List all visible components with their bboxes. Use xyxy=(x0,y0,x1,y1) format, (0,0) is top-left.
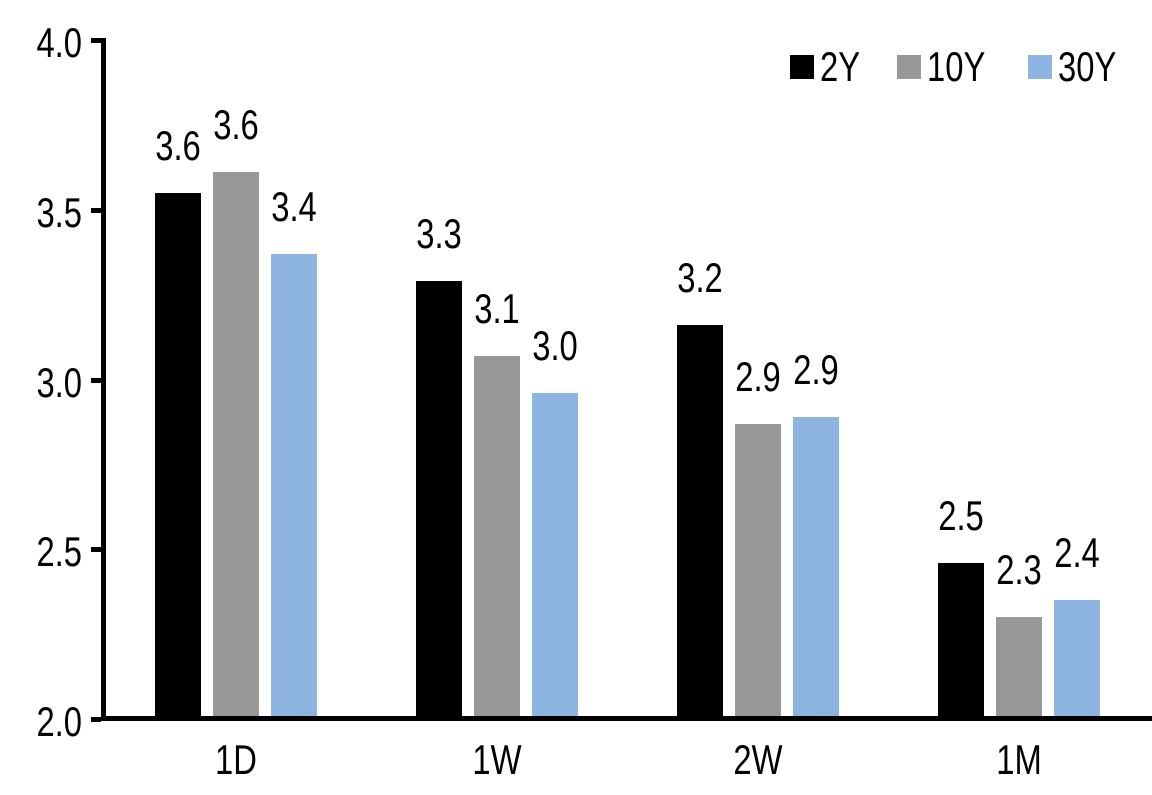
bar-value-label: 3.6 xyxy=(155,121,201,169)
bar-2Y-1W xyxy=(416,281,462,719)
x-category-label: 1D xyxy=(215,736,257,783)
y-tick xyxy=(91,38,101,43)
y-axis-line xyxy=(101,38,106,721)
x-category-label: 2W xyxy=(733,736,783,783)
bar-value-label: 2.9 xyxy=(793,345,839,393)
x-category-label: 1W xyxy=(472,736,522,783)
bar-2Y-1M xyxy=(938,562,984,719)
bar-value-label: 3.1 xyxy=(474,284,520,332)
legend-item-10Y: 10Y xyxy=(897,46,1002,88)
bar-2Y-1D xyxy=(155,192,201,719)
legend-label: 2Y xyxy=(820,43,861,90)
y-tick-label: 2.0 xyxy=(36,698,82,745)
bar-value-label: 2.5 xyxy=(938,491,984,539)
bar-30Y-1M xyxy=(1054,600,1100,719)
legend-item-30Y: 30Y xyxy=(1028,46,1133,88)
bar-value-label: 3.3 xyxy=(416,210,462,258)
legend-swatch-icon xyxy=(897,55,922,79)
bar-value-label: 2.9 xyxy=(735,352,781,400)
bar-10Y-1M xyxy=(996,617,1042,719)
bar-10Y-1W xyxy=(474,355,520,719)
bar-10Y-2W xyxy=(735,423,781,719)
y-tick-label: 2.5 xyxy=(36,528,82,576)
legend-swatch-icon xyxy=(790,55,814,79)
y-tick xyxy=(91,717,101,722)
legend-swatch-icon xyxy=(1028,55,1053,79)
x-axis-line xyxy=(101,716,1152,721)
bar-2Y-2W xyxy=(677,325,723,719)
legend-label: 30Y xyxy=(1058,43,1117,90)
bar-30Y-1W xyxy=(532,393,578,719)
y-tick xyxy=(91,377,101,383)
bar-value-label: 2.4 xyxy=(1054,529,1100,577)
bar-value-label: 3.4 xyxy=(271,182,317,230)
y-tick-label: 3.5 xyxy=(36,188,82,236)
bar-30Y-1D xyxy=(271,253,317,719)
y-tick xyxy=(91,207,101,213)
legend: 2Y 10Y 30Y xyxy=(790,46,1133,88)
x-category-label: 1M xyxy=(996,736,1042,783)
legend-item-2Y: 2Y xyxy=(790,46,871,88)
bar-value-label: 3.0 xyxy=(532,322,578,370)
y-tick xyxy=(91,547,101,553)
bar-value-label: 3.6 xyxy=(213,101,259,149)
bar-30Y-2W xyxy=(793,416,839,719)
bar-value-label: 3.2 xyxy=(677,254,723,302)
legend-label: 10Y xyxy=(927,43,986,90)
bar-10Y-1D xyxy=(213,172,259,719)
bar-value-label: 2.3 xyxy=(996,546,1042,594)
y-tick-label: 3.0 xyxy=(36,358,82,406)
y-tick-label: 4.0 xyxy=(36,19,82,66)
